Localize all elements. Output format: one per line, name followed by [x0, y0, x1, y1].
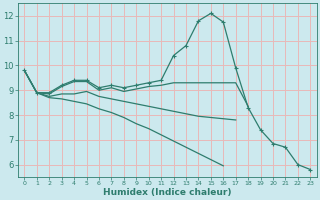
X-axis label: Humidex (Indice chaleur): Humidex (Indice chaleur)	[103, 188, 232, 197]
